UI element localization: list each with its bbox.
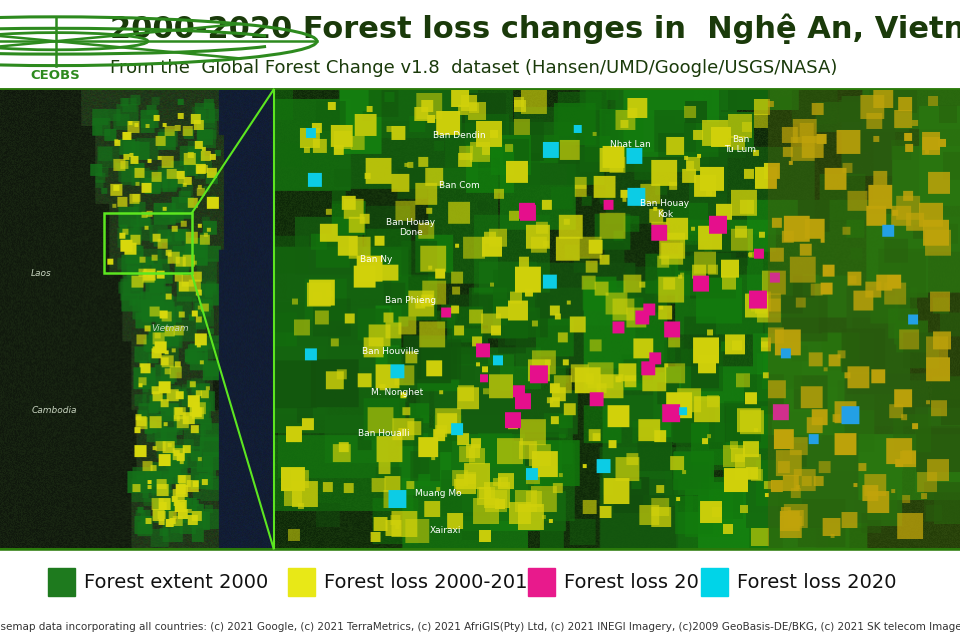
Text: Ban Phieng: Ban Phieng (385, 296, 437, 305)
Text: Muang Mo: Muang Mo (415, 489, 462, 498)
Bar (288, 568, 315, 596)
Text: Forest extent 2000: Forest extent 2000 (84, 573, 269, 591)
Text: 2000-2020 Forest loss changes in  Nghệ An, Vietnam: 2000-2020 Forest loss changes in Nghệ An… (110, 13, 960, 44)
Text: Forest loss 2000-2018: Forest loss 2000-2018 (324, 573, 540, 591)
Text: Ban
Tu Lum: Ban Tu Lum (725, 135, 756, 154)
Text: Ban Dendin: Ban Dendin (433, 131, 485, 140)
Text: From the  Global Forest Change v1.8  dataset (Hansen/UMD/Google/USGS/NASA): From the Global Forest Change v1.8 datas… (110, 59, 838, 77)
Text: M. Nonghet: M. Nonghet (371, 388, 423, 397)
Text: Ban Ny: Ban Ny (360, 255, 393, 264)
Text: Ban Houville: Ban Houville (362, 347, 419, 356)
Text: Ban Houay
Kok: Ban Houay Kok (640, 199, 689, 219)
Text: CEOBS: CEOBS (31, 69, 81, 83)
Text: Forest loss 2020: Forest loss 2020 (737, 573, 897, 591)
Bar (528, 568, 555, 596)
Text: Nhat Lan: Nhat Lan (611, 140, 651, 149)
Bar (701, 568, 728, 596)
Text: Vietnam: Vietnam (151, 324, 188, 333)
Text: Ban Houay
Done: Ban Houay Done (386, 218, 436, 237)
Text: Ban Houalli: Ban Houalli (358, 429, 409, 438)
Text: Xairaxi: Xairaxi (429, 525, 461, 534)
Text: Forest loss 2019: Forest loss 2019 (564, 573, 724, 591)
Text: Basemap data incorporating all countries: (c) 2021 Google, (c) 2021 TerraMetrics: Basemap data incorporating all countries… (0, 621, 960, 632)
Bar (104, 214, 191, 273)
Bar (48, 568, 75, 596)
Text: Laos: Laos (31, 269, 52, 278)
Text: Ban Com: Ban Com (439, 182, 479, 191)
Text: Cambodia: Cambodia (32, 406, 78, 415)
